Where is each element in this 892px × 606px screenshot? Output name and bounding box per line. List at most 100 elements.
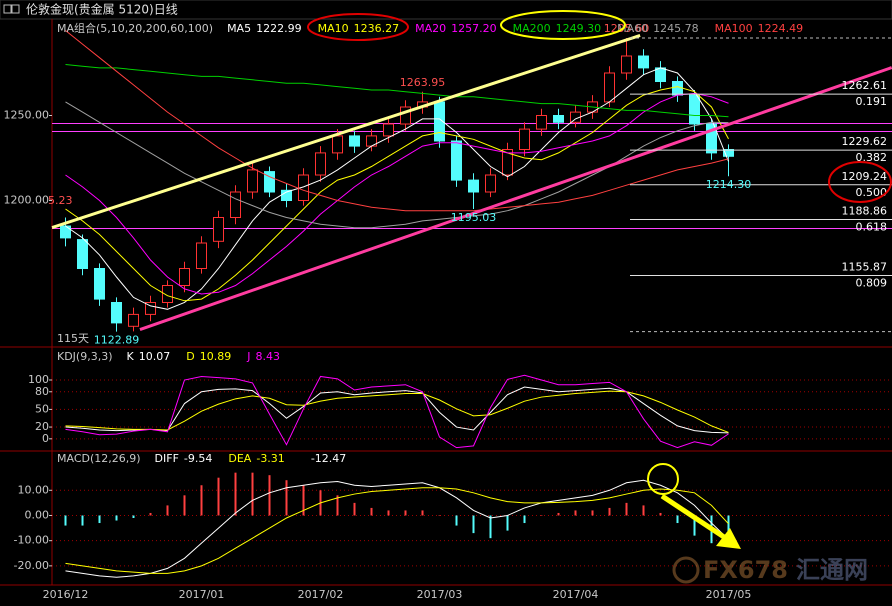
watermark-logo [672, 556, 700, 584]
candle-body [179, 268, 190, 286]
legend-text: DIFF [155, 452, 179, 465]
highlight-circle [500, 10, 626, 40]
legend-text: 10.89 [200, 350, 232, 363]
series-line [65, 386, 729, 434]
x-tick-label: 2017/01 [179, 588, 225, 601]
fib-ratio: 0.382 [856, 151, 888, 164]
macd-bar [540, 515, 543, 516]
x-tick-label: 2016/12 [43, 588, 89, 601]
arrow-head [716, 528, 741, 549]
x-tick-label: 2017/02 [298, 588, 344, 601]
low-label: 1214.30 [706, 178, 752, 191]
macd-bar [115, 515, 118, 521]
watermark-text: FX678 [703, 556, 788, 584]
candle-body [502, 149, 513, 176]
series-line [65, 487, 729, 574]
candle-body [128, 313, 139, 327]
candle-body [349, 135, 360, 147]
macd-bar [404, 510, 407, 516]
macd-bar [659, 512, 662, 516]
legend-text: MA200 [513, 22, 551, 35]
candle-body [468, 179, 479, 193]
y-tick-label: -10.00 [14, 534, 49, 547]
window-title: 伦敦金现(贵金属 5120)日线 [26, 2, 178, 17]
x-tick-label: 2017/03 [417, 588, 463, 601]
fib-price: 1262.61 [842, 79, 888, 92]
candle-body [247, 169, 258, 193]
series-line [65, 30, 729, 212]
candle-body [213, 217, 224, 242]
candle-body [60, 225, 71, 239]
macd-bar [370, 507, 373, 516]
legend-text: MA组合(5,10,20,200,60,100) [57, 21, 213, 35]
macd-bar [200, 485, 203, 516]
macd-bar [506, 515, 509, 531]
candle-body [264, 171, 275, 193]
legend-text: MA20 [415, 22, 446, 35]
series-line [65, 64, 729, 118]
macd-bar [353, 502, 356, 516]
macd-bar [64, 515, 67, 526]
window-icon [3, 4, 12, 14]
macd-bar [132, 515, 135, 518]
macd-bar [608, 507, 611, 516]
trend-line [51, 34, 641, 229]
macd-bar [676, 515, 679, 524]
watermark-text: 汇通网 [796, 556, 868, 584]
candle-body [451, 140, 462, 181]
macd-bar [98, 515, 101, 524]
candle-body [196, 242, 207, 269]
macd-bar [217, 477, 220, 516]
highlight-circle [828, 161, 892, 203]
legend-text: -3.31 [256, 452, 284, 465]
candle-body [655, 67, 666, 83]
watermark: FX678 汇通网 [672, 556, 868, 584]
candle-body [145, 302, 156, 315]
high-label: 1263.95 [400, 76, 446, 89]
fib-price: 1229.62 [842, 135, 888, 148]
macd-bar [625, 502, 628, 516]
candle-body [638, 55, 649, 69]
candle-body [519, 128, 530, 151]
macd-bar [489, 515, 492, 539]
candle-body [298, 174, 309, 201]
series-line [65, 390, 729, 433]
macd-bar [183, 495, 186, 516]
legend-text: 1249.30 [556, 22, 602, 35]
legend-text: 1236.27 [354, 22, 400, 35]
fib-ratio: 0.809 [856, 277, 888, 290]
macd-bar [149, 512, 152, 516]
legend-text: MA5 [227, 22, 251, 35]
legend-text: D [186, 350, 194, 363]
legend-text: DEA [228, 452, 251, 465]
legend-text: J [246, 350, 250, 363]
highlight-circle [647, 463, 679, 495]
title-bar [0, 0, 892, 20]
macd-bar [268, 475, 271, 516]
candle-body [230, 191, 241, 218]
candle-body [553, 115, 564, 123]
macd-bar [234, 472, 237, 516]
low-label: 1122.89 [94, 334, 140, 347]
series-line [65, 67, 729, 310]
candle-body [536, 115, 547, 130]
legend-text: MA100 [715, 22, 753, 35]
macd-bar [591, 510, 594, 516]
y-tick-label: 1200.00 [4, 194, 50, 207]
candle-body [621, 55, 632, 74]
legend-text: MACD(12,26,9) [57, 452, 141, 465]
candle-body [706, 123, 717, 154]
legend-text: -12.47 [311, 452, 346, 465]
y-tick-label: -20.00 [14, 559, 49, 572]
candle-body [604, 72, 615, 103]
fib-ratio: 0.500 [856, 186, 888, 199]
fib-price: 1188.86 [842, 204, 888, 217]
legend-text: 1222.99 [256, 22, 302, 35]
highlight-circle [307, 13, 409, 41]
candle-body [332, 135, 343, 154]
y-tick-label: 0 [42, 432, 49, 445]
y-tick-label: 100 [28, 373, 49, 386]
fib-price: 1209.24 [842, 170, 888, 183]
